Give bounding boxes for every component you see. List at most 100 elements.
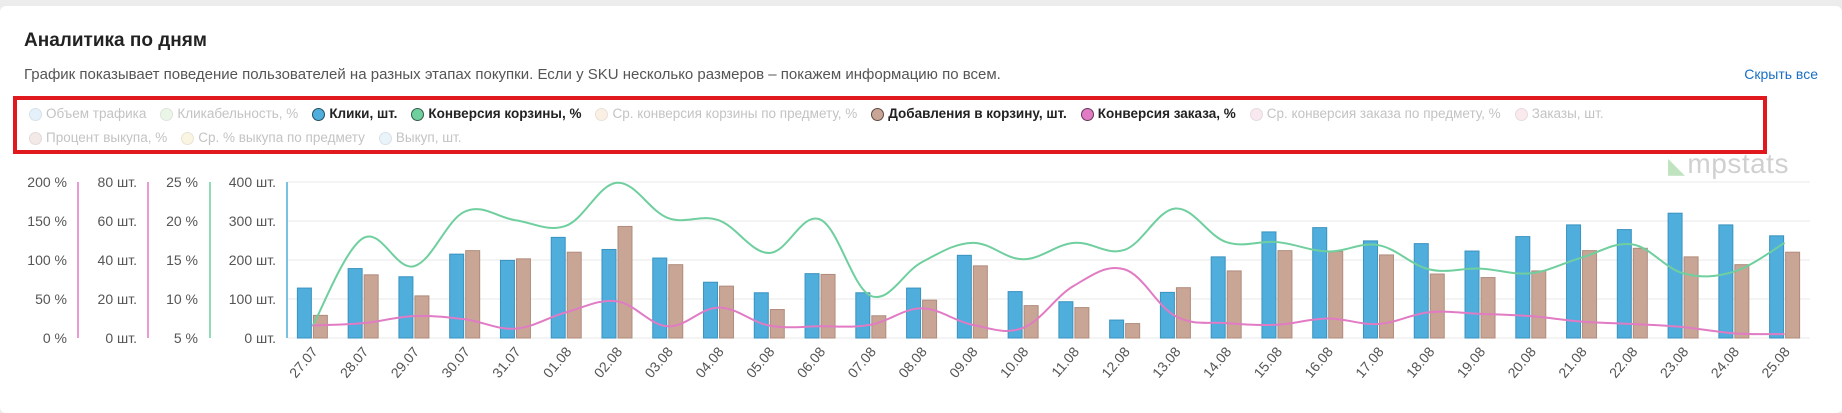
legend-circle-icon [29, 131, 42, 145]
axis-tick-label: 200 шт. [229, 252, 276, 268]
axis-tick-label: 100 % [27, 252, 67, 268]
legend-circle-icon [160, 107, 174, 121]
axis-tick-label: 5 % [174, 330, 198, 346]
legend-item-5[interactable]: Добавления в корзину, шт. [871, 104, 1067, 124]
legend-item-10[interactable]: Ср. % выкупа по предмету [181, 128, 365, 148]
legend-item-8[interactable]: Заказы, шт. [1514, 104, 1604, 124]
x-tick-label: 12.08 [1098, 343, 1133, 380]
bar-cart-adds [769, 309, 785, 339]
legend-label: Процент выкупа, % [46, 130, 168, 145]
legend-item-4[interactable]: Ср. конверсия корзины по предмету, % [595, 104, 857, 124]
bar-clicks [1058, 301, 1074, 339]
bar-cart-adds [1277, 250, 1293, 339]
bar-clicks [906, 287, 922, 339]
legend-item-2[interactable]: Клики, шт. [312, 104, 397, 124]
bar-cart-adds [1378, 254, 1394, 339]
legend-highlight-box: Объем трафика Кликабельность, % Клики, шт.… [13, 96, 1767, 154]
hide-all-link[interactable]: Скрыть все [1744, 66, 1818, 82]
x-tick-label: 22.08 [1606, 343, 1641, 380]
bar-cart-adds [922, 299, 938, 339]
bar-clicks [1210, 256, 1226, 339]
bar-clicks [1007, 291, 1023, 339]
axis-tick-label: 300 шт. [229, 213, 276, 229]
bar-clicks [550, 236, 566, 339]
bar-cart-adds [1582, 250, 1598, 339]
bar-cart-adds [566, 251, 582, 339]
legend-item-11[interactable]: Выкуп, шт. [378, 128, 462, 148]
bar-clicks [398, 276, 414, 339]
bar-clicks [1109, 319, 1125, 339]
bar-clicks [1667, 212, 1683, 339]
x-tick-label: 18.08 [1403, 343, 1438, 380]
x-tick-label: 02.08 [590, 343, 625, 380]
bar-cart-adds [1785, 251, 1801, 339]
bar-clicks [804, 273, 820, 339]
axis-tick-label: 15 % [166, 252, 198, 268]
legend-label: Ср. % выкупа по предмету [198, 130, 365, 145]
x-tick-label: 29.07 [387, 343, 422, 380]
axis-tick-label: 200 % [27, 174, 67, 190]
legend-circle-icon [411, 107, 425, 121]
x-tick-label: 21.08 [1555, 343, 1590, 380]
bar-cart-adds [1023, 305, 1039, 339]
bar-clicks [1769, 235, 1785, 339]
legend-circle-icon [378, 131, 392, 145]
x-tick-label: 24.08 [1707, 343, 1742, 380]
axis-tick-label: 50 % [35, 291, 67, 307]
bar-clicks [1413, 243, 1429, 339]
legend-item-7[interactable]: Ср. конверсия заказа по предмету, % [1249, 104, 1501, 124]
axis-tick-label: 20 % [166, 213, 198, 229]
legend-item-3[interactable]: Конверсия корзины, % [411, 104, 581, 124]
bar-cart-adds [1429, 273, 1445, 339]
legend-label: Клики, шт. [329, 106, 398, 121]
x-tick-label: 08.08 [895, 343, 930, 380]
bar-clicks [1616, 229, 1632, 339]
x-tick-label: 30.07 [438, 343, 473, 380]
bar-cart-adds [617, 225, 633, 339]
bar-clicks [855, 292, 871, 339]
x-tick-label: 27.07 [286, 343, 321, 380]
x-tick-label: 09.08 [946, 343, 981, 380]
legend-circle-icon [1080, 107, 1094, 121]
x-tick-label: 17.08 [1352, 343, 1387, 380]
bar-clicks [499, 259, 515, 339]
axis-tick-label: 10 % [166, 291, 198, 307]
bar-clicks [347, 268, 363, 339]
logo-icon: ◣ [1668, 153, 1686, 178]
x-tick-label: 23.08 [1657, 343, 1692, 380]
bar-clicks [1362, 240, 1378, 339]
bar-clicks [296, 287, 312, 339]
bar-cart-adds [1531, 270, 1547, 339]
bar-cart-adds [363, 274, 379, 339]
analytics-card: Аналитика по дням График показывает пове… [0, 6, 1842, 413]
legend-circle-icon [1249, 107, 1263, 121]
legend-item-1[interactable]: Кликабельность, % [160, 104, 298, 124]
axis-tick-label: 100 шт. [229, 291, 276, 307]
bar-cart-adds [465, 250, 481, 339]
bar-cart-adds [820, 273, 836, 339]
x-tick-label: 31.07 [489, 343, 524, 380]
x-tick-label: 05.08 [743, 343, 778, 380]
chart-description: График показывает поведение пользователе… [24, 66, 1001, 83]
legend-circle-icon [595, 107, 609, 121]
legend-item-9[interactable]: Процент выкупа, % [29, 128, 167, 148]
bar-cart-adds [719, 285, 735, 339]
axis-tick-label: 20 шт. [98, 291, 137, 307]
bar-cart-adds [1683, 256, 1699, 339]
page-title: Аналитика по дням [24, 30, 207, 51]
legend-item-0[interactable]: Объем трафика [29, 104, 146, 124]
axis-tick-label: 60 шт. [98, 213, 137, 229]
x-tick-label: 19.08 [1454, 343, 1489, 380]
legend-circle-icon [871, 107, 885, 121]
legend-label: Ср. конверсия корзины по предмету, % [612, 106, 858, 121]
x-tick-label: 11.08 [1048, 343, 1082, 379]
legend-label: Заказы, шт. [1531, 106, 1604, 121]
legend-circle-icon [1514, 107, 1528, 121]
axis-tick-label: 40 шт. [98, 252, 137, 268]
x-tick-label: 20.08 [1504, 343, 1539, 380]
x-tick-label: 07.08 [844, 343, 879, 380]
legend-label: Конверсия корзины, % [428, 106, 582, 121]
bar-clicks [703, 281, 719, 339]
legend-item-6[interactable]: Конверсия заказа, % [1080, 104, 1236, 124]
